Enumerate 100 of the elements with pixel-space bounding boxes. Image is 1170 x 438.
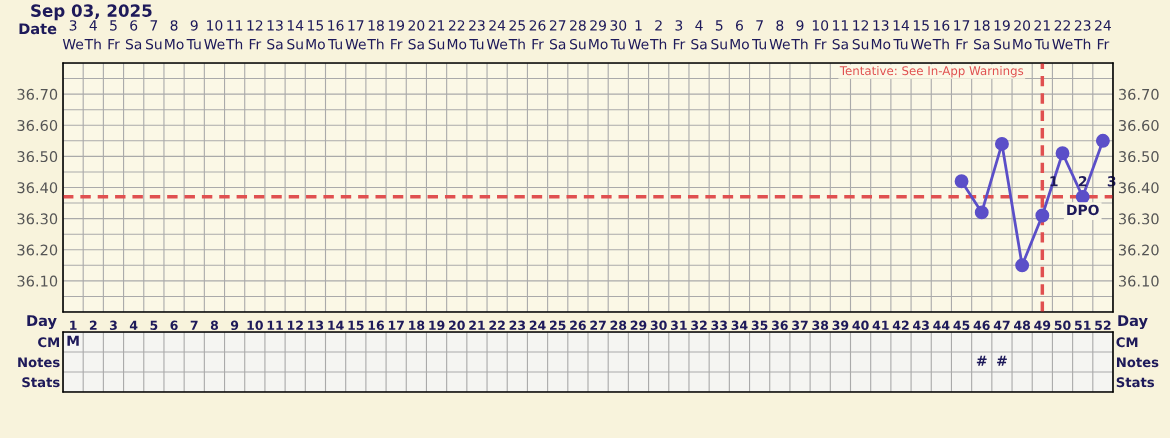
y-tick-label: 36.40 — [17, 182, 58, 194]
x-tick-label: 21 — [469, 320, 485, 330]
text: 20 Mo — [1013, 20, 1032, 50]
x-tick-label: 28 — [610, 320, 627, 331]
text: 8 Mo — [165, 20, 184, 50]
text: Day — [27, 315, 57, 330]
x-tick-label: 43 — [913, 320, 929, 331]
text: # — [976, 355, 987, 366]
text: 14 Su — [287, 20, 304, 50]
x-tick-label: 4 — [129, 320, 138, 330]
point — [1095, 133, 1110, 148]
text: 18 Th — [367, 20, 384, 50]
point — [1055, 146, 1070, 161]
text: 3 Fr — [673, 20, 686, 50]
text: 29 Mo — [589, 20, 608, 50]
x-axis-title: Day — [1118, 315, 1148, 330]
x-tick-label: 37 — [792, 320, 808, 331]
text: 13 Mo — [871, 20, 891, 50]
x-tick-label: 24 — [529, 320, 546, 330]
x-tick-label: 47 — [993, 320, 1010, 330]
text: # — [997, 355, 1007, 366]
text: 5 Su — [711, 20, 727, 50]
x-tick-label: 16 — [368, 320, 385, 331]
x-tick-label: 12 — [287, 320, 303, 330]
x-tick-label: 40 — [852, 320, 869, 331]
text: 10 Fr — [812, 20, 829, 50]
text: M — [67, 335, 79, 346]
text: 11 Sa — [832, 20, 848, 50]
text: 9 Th — [791, 20, 808, 50]
y-tick-label: 36.20 — [17, 244, 58, 256]
x-tick-label: 30 — [650, 320, 667, 331]
text: 17 Fr — [954, 20, 970, 50]
text: 2 Th — [649, 20, 667, 50]
x-tick-label: 25 — [550, 320, 566, 331]
x-tick-label: 49 — [1034, 320, 1051, 331]
text: 12 Su — [852, 20, 869, 50]
text: 19 Su — [994, 20, 1010, 50]
x-tick-label: 19 — [429, 320, 445, 331]
y-tick-label: 36.50 — [17, 151, 58, 163]
x-tick-label: 2 — [89, 320, 97, 330]
text: 24 We — [486, 20, 508, 50]
annotation: Tentative: See In-App Warnings — [839, 66, 1024, 78]
text: 6 Sa — [125, 20, 142, 50]
text: 21 Su — [428, 20, 445, 50]
chart-title: Sep 03, 2025 — [31, 4, 152, 21]
text: 12 Fr — [247, 20, 263, 50]
x-tick-label: 18 — [409, 320, 425, 331]
x2-axis-title: Date — [19, 23, 57, 35]
text: 11 Th — [225, 20, 243, 50]
x-tick-label: 44 — [933, 320, 950, 330]
y-tick-label: Notes — [1116, 357, 1159, 368]
x-tick-label: 31 — [671, 320, 687, 331]
x-tick-label: 22 — [489, 320, 505, 330]
x-tick-label: 48 — [1014, 320, 1031, 331]
text: 3 We — [62, 20, 84, 50]
x-tick-label: 8 — [210, 320, 219, 331]
x-tick-label: 27 — [590, 320, 606, 330]
text: 17 We — [345, 20, 366, 50]
x-tick-label: 17 — [388, 320, 404, 330]
x-tick-label: 50 — [1054, 320, 1071, 331]
x-tick-label: 45 — [953, 320, 970, 331]
text: 27 Sa — [549, 20, 566, 50]
text: 15 We — [910, 20, 932, 50]
text: 16 Tu — [327, 20, 344, 50]
x-tick-label: 39 — [832, 320, 849, 331]
text: 1 We — [628, 20, 649, 50]
point — [1075, 189, 1090, 204]
text: 8 We — [769, 20, 790, 50]
text: 21 Tu — [1034, 20, 1050, 50]
y-tick-label: 36.70 — [17, 88, 58, 100]
x-tick-label: 35 — [751, 320, 768, 331]
text: 4 Sa — [691, 20, 707, 50]
text: 22 Mo — [447, 20, 467, 50]
x-tick-label: 46 — [973, 320, 990, 331]
text: 24 Fr — [1095, 20, 1111, 50]
point — [994, 136, 1009, 151]
x-tick-label: 3 — [109, 320, 117, 331]
x-tick-label: 36 — [771, 320, 788, 331]
text: 22 We — [1052, 20, 1073, 50]
x-tick-label: 15 — [348, 320, 364, 331]
x-tick-label: 13 — [308, 320, 324, 331]
text: 14 Tu — [893, 20, 910, 50]
text: 6 Mo — [730, 20, 749, 50]
text: 7 Tu — [752, 20, 766, 50]
text: 26 Fr — [529, 20, 546, 50]
x-tick-label: 29 — [630, 320, 647, 331]
x-tick-label: 9 — [230, 320, 239, 331]
point — [954, 174, 969, 189]
x-tick-label: 11 — [267, 320, 283, 330]
y-tick-label: 36.30 — [17, 213, 58, 225]
x-tick-label: 38 — [812, 320, 829, 331]
x-tick-label: 10 — [247, 320, 263, 331]
x-tick-label: 51 — [1074, 320, 1091, 331]
text: 9 Tu — [186, 20, 201, 50]
text: 19 Fr — [388, 20, 405, 50]
point — [1015, 258, 1030, 273]
x-tick-label: 23 — [509, 320, 526, 331]
x-tick-label: 5 — [150, 320, 158, 331]
y-tick-label: 36.10 — [17, 275, 58, 287]
y-tick-label: 36.60 — [17, 119, 58, 131]
